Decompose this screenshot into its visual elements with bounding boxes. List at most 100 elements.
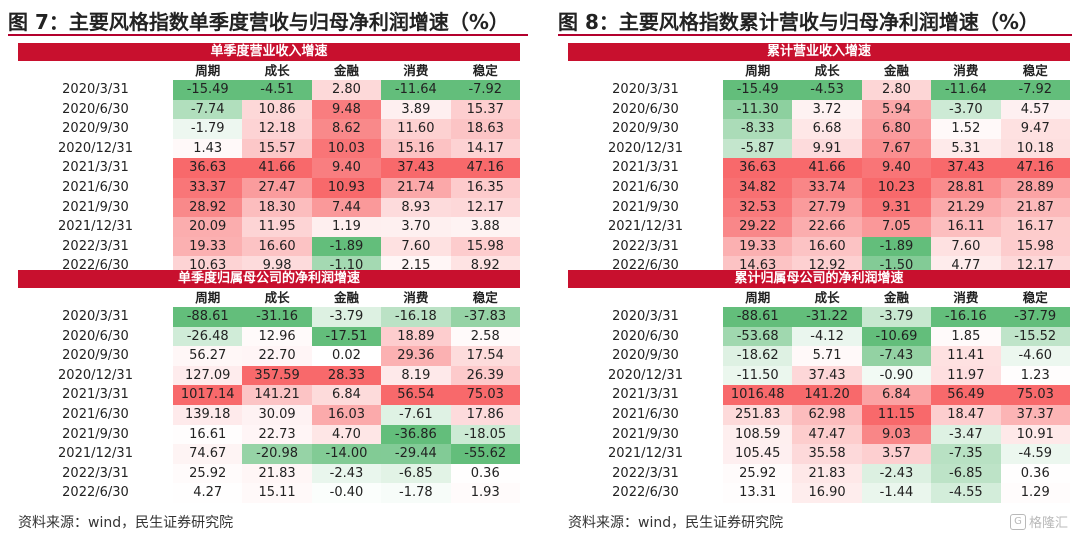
table-cell: 141.20	[792, 385, 862, 405]
table-cell: 28.89	[1000, 177, 1070, 198]
table-cell: 8.93	[381, 197, 451, 218]
table-cell: 16.35	[450, 177, 520, 198]
table-cell: 22.70	[242, 346, 312, 366]
table-cell: -3.47	[931, 424, 1001, 445]
table-row: 2020/3/31 -88.61 -31.22 -3.79 -16.16 -37.79	[568, 307, 1070, 327]
row-date: 2020/9/30	[612, 121, 679, 137]
table-cell: -15.49	[173, 80, 243, 100]
row-date: 2021/6/30	[612, 406, 679, 422]
table-row: 2021/12/31 105.45 35.58 3.57 -7.35 -4.59	[568, 444, 1070, 464]
table-cell: -16.18	[381, 307, 451, 327]
table-cell: 1.43	[173, 138, 243, 159]
table-cell: 15.16	[381, 138, 451, 159]
row-date: 2021/9/30	[62, 426, 129, 442]
table-cell: 10.91	[1000, 424, 1070, 445]
table-cell: -3.79	[311, 307, 382, 327]
table-cell: 10.93	[311, 177, 382, 198]
table-cell: 75.03	[450, 385, 520, 405]
column-header: 成长	[264, 63, 290, 78]
table-cell: -8.33	[723, 119, 793, 139]
table-cell: 5.71	[792, 346, 862, 366]
table-cell: 33.74	[792, 177, 862, 198]
table-row: 2021/3/31 1017.14 141.21 6.84 56.54 75.03	[18, 385, 520, 405]
column-header-blank	[568, 61, 723, 80]
table-cell: 0.36	[450, 463, 520, 484]
table-cell: 21.83	[242, 463, 312, 484]
table-cell: 16.11	[931, 217, 1001, 237]
table-cell: 1.29	[1000, 483, 1070, 503]
row-date: 2022/6/30	[612, 258, 679, 274]
table-cell: 11.97	[931, 365, 1001, 386]
table-row: 2020/9/30 -18.62 5.71 -7.43 11.41 -4.60	[568, 346, 1070, 366]
table-cell: 7.67	[861, 138, 932, 159]
table-cell: 25.92	[723, 463, 793, 484]
table-cell: 6.80	[861, 119, 932, 139]
table-cell: 37.43	[792, 365, 862, 386]
table-cell: 1.93	[450, 483, 520, 503]
column-header: 金融	[333, 63, 359, 78]
table-cell: -18.05	[450, 424, 520, 445]
table-cell: -11.64	[381, 80, 451, 100]
row-date: 2021/6/30	[62, 179, 129, 195]
table-cell: 0.36	[1000, 463, 1070, 484]
row-date: 2022/6/30	[62, 258, 129, 274]
table-row: 2022/6/30 13.31 16.90 -1.44 -4.55 1.29	[568, 483, 1070, 503]
column-header: 周期	[745, 63, 771, 78]
table-cell: -1.89	[311, 236, 382, 257]
table-cell: -88.61	[723, 307, 793, 327]
table-cell: 1.85	[931, 326, 1001, 347]
table-cell: 18.47	[931, 404, 1001, 425]
table-cell: -16.16	[931, 307, 1001, 327]
table-cell: 5.94	[861, 99, 932, 120]
row-date: 2021/3/31	[612, 387, 679, 403]
table-cell: -4.53	[792, 80, 862, 100]
table-row: 2021/9/30 16.61 22.73 4.70 -36.86 -18.05	[18, 424, 520, 445]
cumulative-net-profit-growth-table: 累计归属母公司的净利润增速 周期 成长 金融 消费 稳定 2020/3/31 -88.61 -3…	[568, 270, 1070, 503]
table-row: 2020/6/30 -11.30 3.72 5.94 -3.70 4.57	[568, 99, 1070, 120]
table-row: 2020/12/31 127.09 357.59 28.33 8.19 26.39	[18, 365, 520, 386]
column-header: 金融	[883, 63, 909, 78]
table-cell: 1.52	[931, 119, 1001, 139]
row-date: 2022/3/31	[62, 465, 129, 481]
table-cell: 37.43	[931, 158, 1001, 178]
table-row: 2020/9/30 56.27 22.70 0.02 29.36 17.54	[18, 346, 520, 366]
row-date: 2021/9/30	[612, 199, 679, 215]
row-date: 2021/9/30	[62, 199, 129, 215]
watermark-text: 格隆汇	[1028, 516, 1068, 531]
table-cell: -7.35	[931, 444, 1001, 464]
column-header-row: 周期 成长 金融 消费 稳定	[18, 61, 520, 80]
table-cell: 16.60	[792, 236, 862, 257]
table-cell: 36.63	[173, 158, 243, 178]
table-cell: 41.66	[242, 158, 312, 178]
table-row: 2021/6/30 139.18 30.09 16.03 -7.61 17.86	[18, 404, 520, 425]
table-cell: 25.92	[173, 463, 243, 484]
column-header: 周期	[195, 63, 221, 78]
table-cell: -26.48	[173, 326, 243, 347]
table-cell: 3.57	[861, 444, 932, 464]
table-cell: -7.92	[1000, 80, 1070, 100]
table-cell: 21.87	[1000, 197, 1070, 218]
table-cell: -17.51	[311, 326, 382, 347]
table-cell: 9.47	[1000, 119, 1070, 139]
table-cell: -2.43	[861, 463, 932, 484]
table-cell: -7.61	[381, 404, 451, 425]
watermark-logo-icon: G	[1009, 513, 1026, 530]
table-cell: 2.80	[861, 80, 932, 100]
row-date: 2021/12/31	[58, 219, 133, 235]
table-cell: -3.70	[931, 99, 1001, 120]
table-row: 2022/3/31 19.33 16.60 -1.89 7.60 15.98	[18, 236, 520, 257]
table-row: 2021/3/31 36.63 41.66 9.40 37.43 47.16	[18, 158, 520, 178]
table-cell: 8.62	[311, 119, 382, 139]
quarterly-revenue-growth-table: 单季度营业收入增速 周期 成长 金融 消费 稳定 2020/3/31 -15.49 -4.51 2…	[18, 43, 520, 276]
table-cell: 9.40	[861, 158, 932, 178]
table-cell: -31.16	[242, 307, 312, 327]
table-row: 2021/9/30 32.53 27.79 9.31 21.29 21.87	[568, 197, 1070, 218]
table-cell: -4.12	[792, 326, 862, 347]
table-cell: -29.44	[381, 444, 451, 464]
table-cell: 30.09	[242, 404, 312, 425]
table-cell: -20.98	[242, 444, 312, 464]
table-cell: -36.86	[381, 424, 451, 445]
table-cell: 6.68	[792, 119, 862, 139]
table-cell: 0.02	[311, 346, 382, 366]
table-row: 2020/3/31 -88.61 -31.16 -3.79 -16.18 -37.83	[18, 307, 520, 327]
